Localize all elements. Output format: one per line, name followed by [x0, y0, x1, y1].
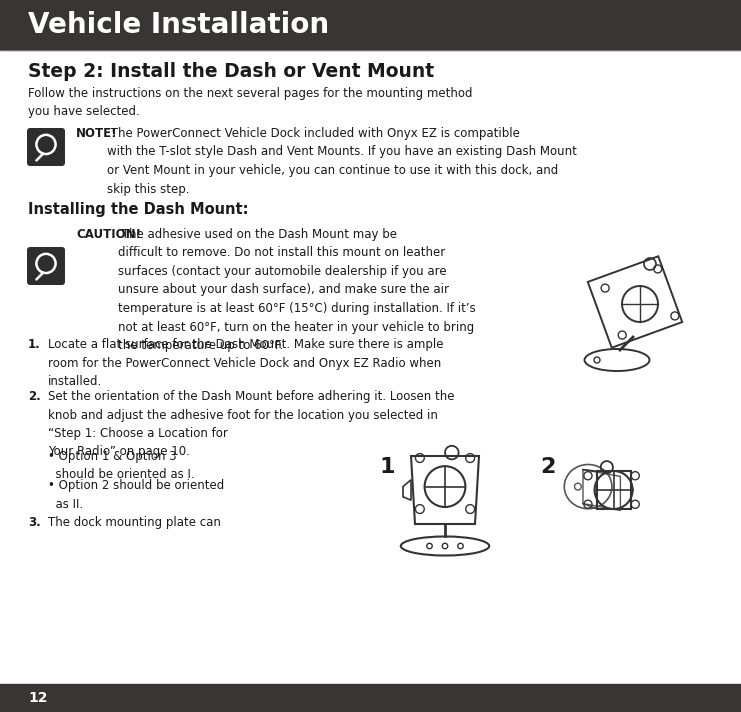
Text: Installing the Dash Mount:: Installing the Dash Mount:: [28, 202, 248, 217]
Text: Set the orientation of the Dash Mount before adhering it. Loosen the
knob and ad: Set the orientation of the Dash Mount be…: [48, 390, 454, 459]
Text: Follow the instructions on the next several pages for the mounting method
you ha: Follow the instructions on the next seve…: [28, 87, 473, 118]
Text: Vehicle Installation: Vehicle Installation: [28, 11, 329, 39]
Text: NOTE!: NOTE!: [76, 127, 118, 140]
Text: CAUTION!: CAUTION!: [76, 228, 141, 241]
Text: 1: 1: [380, 457, 396, 477]
Text: 1.: 1.: [28, 338, 41, 351]
Text: Locate a flat surface for the Dash Mount. Make sure there is ample
room for the : Locate a flat surface for the Dash Mount…: [48, 338, 444, 388]
Text: The dock mounting plate can: The dock mounting plate can: [48, 516, 221, 529]
Text: 2: 2: [540, 457, 555, 477]
Text: The adhesive used on the Dash Mount may be
difficult to remove. Do not install t: The adhesive used on the Dash Mount may …: [118, 228, 476, 352]
Text: 3.: 3.: [28, 516, 41, 529]
Text: 2.: 2.: [28, 390, 41, 403]
Text: The PowerConnect Vehicle Dock included with Onyx EZ is compatible
with the T-slo: The PowerConnect Vehicle Dock included w…: [107, 127, 577, 196]
FancyBboxPatch shape: [27, 128, 65, 166]
Text: Step 2: Install the Dash or Vent Mount: Step 2: Install the Dash or Vent Mount: [28, 62, 434, 81]
FancyBboxPatch shape: [27, 247, 65, 285]
Bar: [0, 684, 741, 712]
Bar: [0, 0, 741, 50]
Text: • Option 1 & Option 3
  should be oriented as I.: • Option 1 & Option 3 should be oriented…: [48, 450, 195, 481]
Text: 12: 12: [28, 691, 47, 705]
Text: • Option 2 should be oriented
  as II.: • Option 2 should be oriented as II.: [48, 479, 225, 511]
